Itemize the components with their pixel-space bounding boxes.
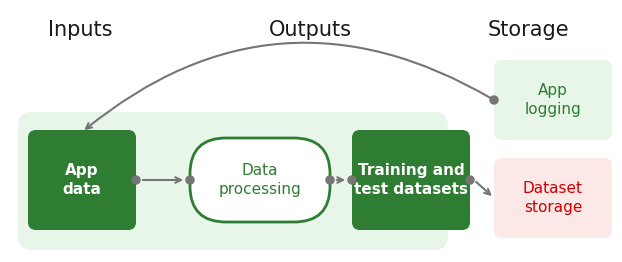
Text: App
data: App data: [63, 163, 101, 197]
FancyBboxPatch shape: [494, 158, 612, 238]
Circle shape: [132, 176, 140, 184]
FancyBboxPatch shape: [28, 130, 136, 230]
Circle shape: [490, 96, 498, 104]
Circle shape: [466, 176, 474, 184]
Text: Storage: Storage: [487, 20, 569, 40]
Text: Outputs: Outputs: [269, 20, 351, 40]
FancyBboxPatch shape: [352, 130, 470, 230]
Text: Dataset
storage: Dataset storage: [523, 181, 583, 215]
Circle shape: [348, 176, 356, 184]
Text: Training and
test datasets: Training and test datasets: [354, 163, 468, 197]
Circle shape: [326, 176, 334, 184]
Text: Data
processing: Data processing: [218, 163, 302, 197]
Text: App
logging: App logging: [524, 83, 582, 117]
FancyBboxPatch shape: [18, 112, 448, 250]
FancyBboxPatch shape: [494, 60, 612, 140]
Text: Inputs: Inputs: [48, 20, 112, 40]
Circle shape: [186, 176, 194, 184]
FancyBboxPatch shape: [190, 138, 330, 222]
